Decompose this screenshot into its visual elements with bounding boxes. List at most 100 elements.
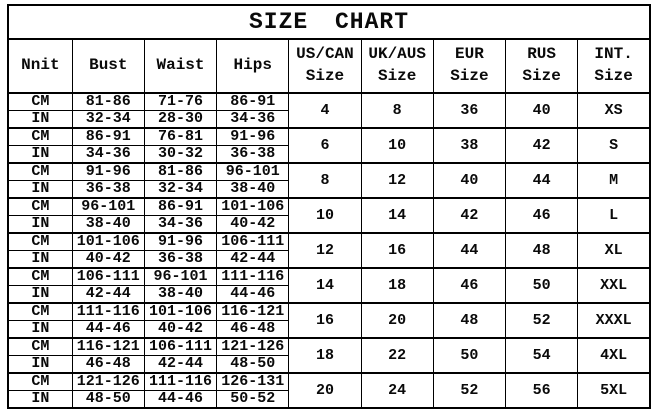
column-header-waist: Waist — [143, 38, 218, 94]
waist-in-cell: 40-42 — [143, 320, 218, 339]
table-row-cm: CM 96-101 86-91 101-106 10 14 42 46 L — [7, 197, 651, 234]
waist-cm-cell: 76-81 — [143, 127, 218, 146]
unit-label-in: IN — [7, 320, 73, 339]
uk-aus-size-cell: 20 — [360, 302, 434, 339]
table-row-cm: CM 116-121 106-111 121-126 18 22 50 54 4… — [7, 337, 651, 374]
rus-size-cell: 54 — [504, 337, 579, 374]
waist-in-cell: 34-36 — [143, 215, 218, 234]
eur-size-cell: 42 — [432, 197, 507, 234]
us-can-size-cell: 10 — [288, 197, 362, 234]
table-row-cm: CM 111-116 101-106 116-121 16 20 48 52 X… — [7, 302, 651, 339]
hips-cm-cell: 126-131 — [216, 372, 290, 391]
rus-size-cell: 48 — [504, 232, 579, 269]
hips-cm-cell: 121-126 — [216, 337, 290, 356]
eur-size-cell: 48 — [432, 302, 507, 339]
eur-size-cell: 44 — [432, 232, 507, 269]
hips-in-cell: 34-36 — [216, 110, 290, 129]
table-row-cm: CM 81-86 71-76 86-91 4 8 36 40 XS — [7, 92, 651, 129]
column-header-unit: Nnit — [7, 38, 73, 94]
table-row-in: IN 48-50 44-46 50-52 — [7, 390, 650, 409]
bust-in-cell: 36-38 — [71, 180, 145, 199]
hips-in-cell: 44-46 — [216, 285, 290, 304]
int-size-cell: S — [577, 127, 651, 164]
unit-label-cm: CM — [7, 92, 73, 111]
bust-cm-cell: 116-121 — [71, 337, 145, 356]
rus-size-cell: 56 — [504, 372, 579, 409]
waist-cm-cell: 101-106 — [143, 302, 218, 321]
rus-size-cell: 52 — [504, 302, 579, 339]
unit-label-in: IN — [7, 145, 73, 164]
waist-cm-cell: 106-111 — [143, 337, 218, 356]
column-header-eur: EUR Size — [432, 38, 507, 94]
title-row: SIZE CHART — [7, 4, 651, 40]
us-can-size-cell: 4 — [288, 92, 362, 129]
hips-cm-cell: 86-91 — [216, 92, 290, 111]
table-row-cm: CM 91-96 81-86 96-101 8 12 40 44 M — [7, 162, 651, 199]
waist-cm-cell: 81-86 — [143, 162, 218, 181]
hips-in-cell: 48-50 — [216, 355, 290, 374]
uk-aus-size-cell: 10 — [360, 127, 434, 164]
uk-aus-size-cell: 14 — [360, 197, 434, 234]
table-row-in: IN 36-38 32-34 38-40 — [7, 180, 650, 199]
hips-cm-cell: 111-116 — [216, 267, 290, 286]
column-header-uk-aus: UK/AUS Size — [360, 38, 434, 94]
chart-title: SIZE CHART — [7, 4, 651, 40]
waist-in-cell: 30-32 — [143, 145, 218, 164]
column-header-int: INT. Size — [577, 38, 651, 94]
unit-label-in: IN — [7, 390, 73, 409]
unit-label-cm: CM — [7, 372, 73, 391]
bust-cm-cell: 101-106 — [71, 232, 145, 251]
us-can-size-cell: 12 — [288, 232, 362, 269]
table-body: CM 81-86 71-76 86-91 4 8 36 40 XS IN 32-… — [7, 92, 651, 409]
unit-label-in: IN — [7, 215, 73, 234]
size-chart-table: SIZE CHART Nnit Bust Waist Hips US/CAN S… — [7, 4, 651, 409]
header-row: Nnit Bust Waist Hips US/CAN Size UK/AUS … — [7, 38, 651, 94]
bust-cm-cell: 81-86 — [71, 92, 145, 111]
rus-size-cell: 44 — [504, 162, 579, 199]
eur-size-cell: 36 — [432, 92, 507, 129]
eur-size-cell: 40 — [432, 162, 507, 199]
int-size-cell: XL — [577, 232, 651, 269]
unit-label-in: IN — [7, 180, 73, 199]
bust-in-cell: 34-36 — [71, 145, 145, 164]
table-row-in: IN 40-42 36-38 42-44 — [7, 250, 650, 269]
hips-in-cell: 36-38 — [216, 145, 290, 164]
rus-size-cell: 50 — [504, 267, 579, 304]
int-size-cell: XS — [577, 92, 651, 129]
unit-label-in: IN — [7, 285, 73, 304]
us-can-size-cell: 14 — [288, 267, 362, 304]
unit-label-cm: CM — [7, 197, 73, 216]
waist-in-cell: 32-34 — [143, 180, 218, 199]
waist-cm-cell: 96-101 — [143, 267, 218, 286]
eur-size-cell: 50 — [432, 337, 507, 374]
int-size-cell: 5XL — [577, 372, 651, 409]
eur-size-cell: 52 — [432, 372, 507, 409]
hips-cm-cell: 116-121 — [216, 302, 290, 321]
int-size-cell: L — [577, 197, 651, 234]
eur-size-cell: 38 — [432, 127, 507, 164]
table-row-cm: CM 101-106 91-96 106-111 12 16 44 48 XL — [7, 232, 651, 269]
bust-cm-cell: 106-111 — [71, 267, 145, 286]
bust-cm-cell: 96-101 — [71, 197, 145, 216]
hips-in-cell: 38-40 — [216, 180, 290, 199]
hips-cm-cell: 91-96 — [216, 127, 290, 146]
bust-cm-cell: 121-126 — [71, 372, 145, 391]
uk-aus-size-cell: 12 — [360, 162, 434, 199]
int-size-cell: M — [577, 162, 651, 199]
hips-in-cell: 50-52 — [216, 390, 290, 409]
rus-size-cell: 42 — [504, 127, 579, 164]
bust-in-cell: 46-48 — [71, 355, 145, 374]
unit-label-cm: CM — [7, 337, 73, 356]
unit-label-cm: CM — [7, 302, 73, 321]
bust-in-cell: 44-46 — [71, 320, 145, 339]
bust-cm-cell: 111-116 — [71, 302, 145, 321]
unit-label-cm: CM — [7, 127, 73, 146]
table-row-cm: CM 86-91 76-81 91-96 6 10 38 42 S — [7, 127, 651, 164]
column-header-us-can: US/CAN Size — [288, 38, 362, 94]
us-can-size-cell: 8 — [288, 162, 362, 199]
int-size-cell: XXL — [577, 267, 651, 304]
table-row-in: IN 38-40 34-36 40-42 — [7, 215, 650, 234]
rus-size-cell: 40 — [504, 92, 579, 129]
bust-in-cell: 48-50 — [71, 390, 145, 409]
waist-cm-cell: 71-76 — [143, 92, 218, 111]
